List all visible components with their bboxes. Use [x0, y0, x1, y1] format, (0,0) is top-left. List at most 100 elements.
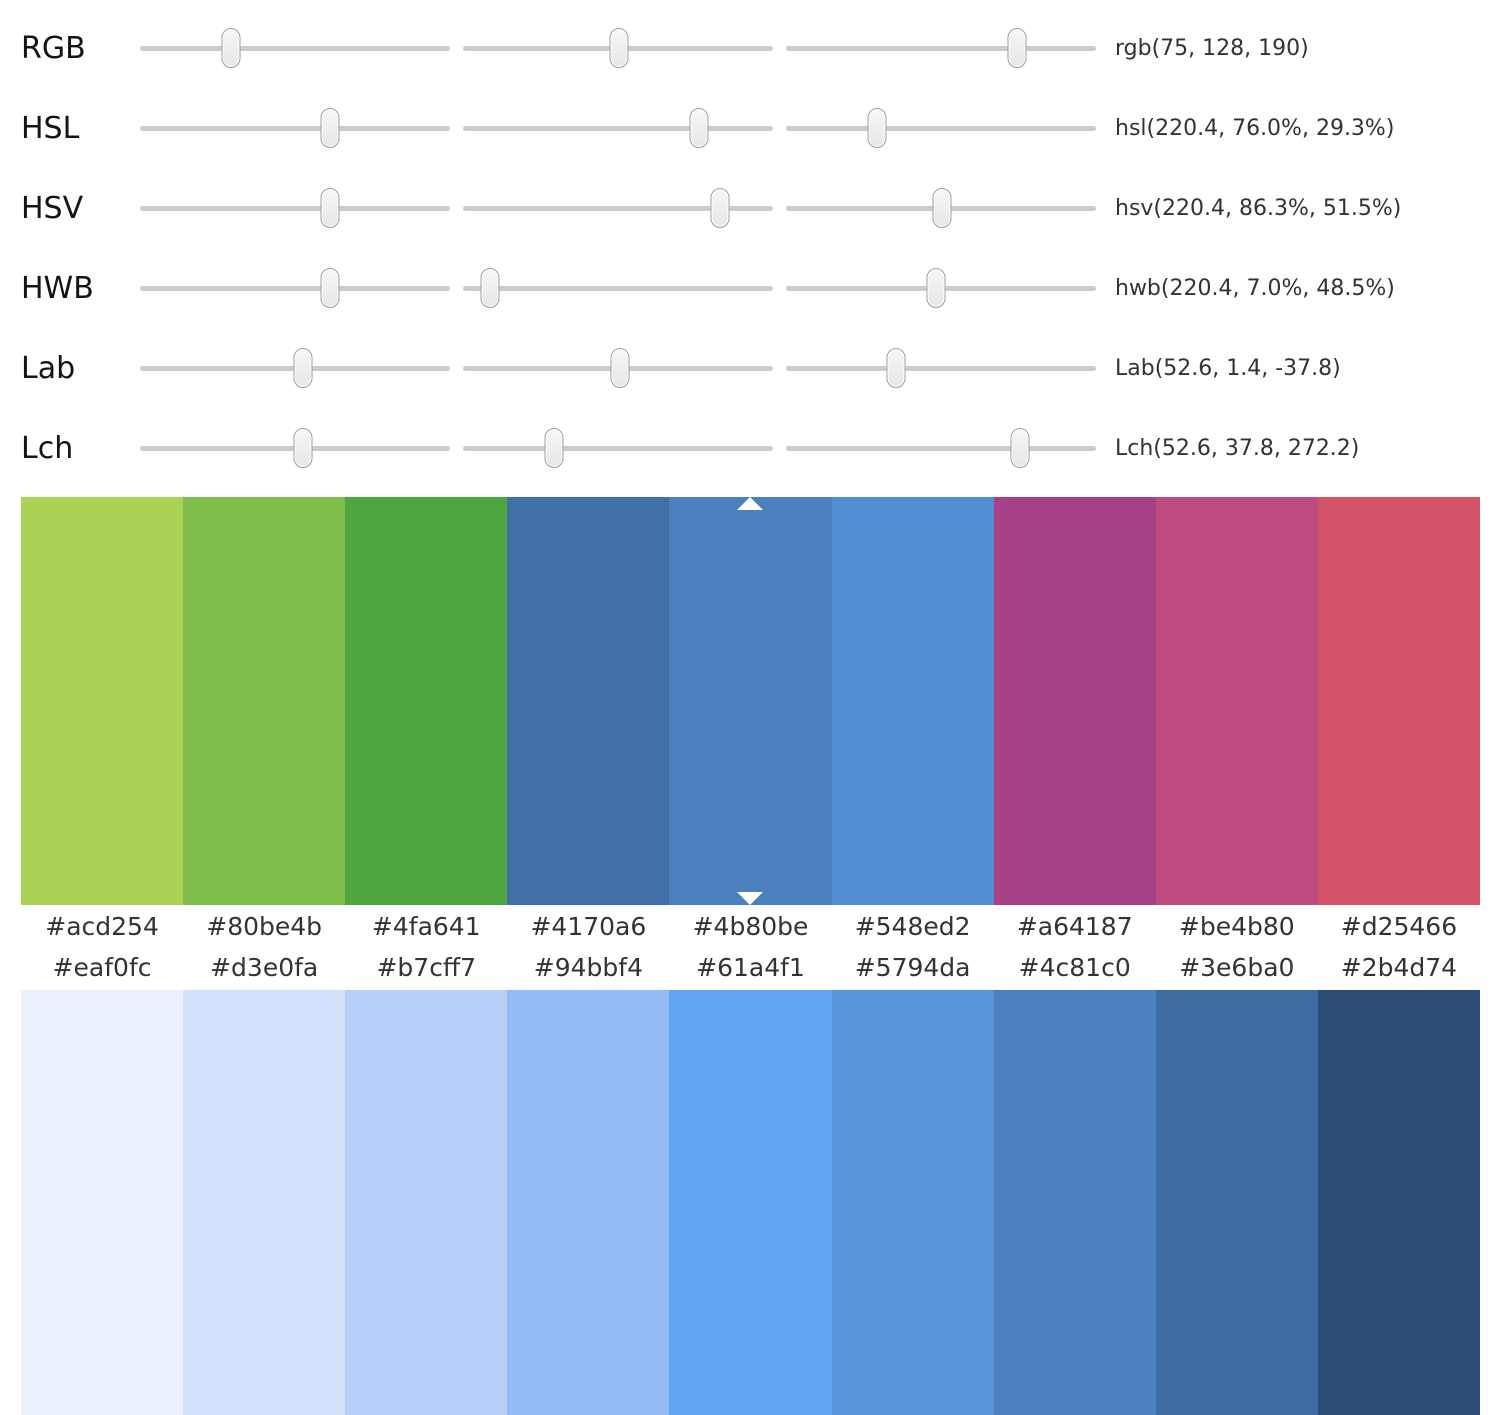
- slider-thumb[interactable]: [1007, 28, 1027, 68]
- slider-track[interactable]: [463, 28, 773, 68]
- slider-track[interactable]: [140, 428, 450, 468]
- hue-swatch[interactable]: [993, 497, 1156, 905]
- swatch-hex-label: #acd254: [45, 912, 159, 941]
- slider-tracks: [140, 188, 1096, 228]
- slider-thumb[interactable]: [609, 28, 629, 68]
- hue-swatch[interactable]: [507, 497, 670, 905]
- slider-track[interactable]: [786, 268, 1096, 308]
- slider-track[interactable]: [786, 428, 1096, 468]
- slider-thumb[interactable]: [610, 348, 630, 388]
- slider-thumb[interactable]: [544, 428, 564, 468]
- slider-track[interactable]: [463, 268, 773, 308]
- swatch-hex-label: #a64187: [1016, 912, 1133, 941]
- slider-row-hsl: HSL hsl(220.4, 76.0%, 29.3%): [0, 88, 1501, 168]
- swatch-hex-label: #eaf0fc: [52, 953, 152, 982]
- slider-tracks: [140, 268, 1096, 308]
- slider-track[interactable]: [140, 108, 450, 148]
- slider-thumb[interactable]: [689, 108, 709, 148]
- slider-track[interactable]: [786, 348, 1096, 388]
- slider-panel: RGB rgb(75, 128, 190) HSL hsl(220.4, 76.…: [0, 0, 1501, 488]
- shade-swatch[interactable]: [345, 990, 508, 1415]
- slider-track[interactable]: [463, 348, 773, 388]
- hue-hex-labels: #acd254 #80be4b #4fa641 #4170a6 #4b80be …: [21, 905, 1480, 947]
- shade-swatch[interactable]: [1317, 990, 1480, 1415]
- slider-thumb[interactable]: [886, 348, 906, 388]
- color-value-rgb: rgb(75, 128, 190): [1115, 35, 1309, 61]
- slider-tracks: [140, 348, 1096, 388]
- slider-tracks: [140, 28, 1096, 68]
- slider-row-rgb: RGB rgb(75, 128, 190): [0, 8, 1501, 88]
- slider-track[interactable]: [786, 188, 1096, 228]
- color-value-hsv: hsv(220.4, 86.3%, 51.5%): [1115, 195, 1402, 221]
- color-value-hwb: hwb(220.4, 7.0%, 48.5%): [1115, 275, 1395, 301]
- swatch-hex-label: #d25466: [1340, 912, 1458, 941]
- swatch-hex-label: #4b80be: [692, 912, 809, 941]
- swatch-hex-label: #be4b80: [1178, 912, 1295, 941]
- shade-swatch[interactable]: [669, 990, 832, 1415]
- shade-swatch[interactable]: [993, 990, 1156, 1415]
- slider-track[interactable]: [140, 268, 450, 308]
- selected-marker-bottom: [737, 892, 764, 905]
- slider-row-hwb: HWB hwb(220.4, 7.0%, 48.5%): [0, 248, 1501, 328]
- hue-swatch[interactable]: [1317, 497, 1480, 905]
- hue-swatch[interactable]: [669, 497, 832, 905]
- swatch-hex-label: #548ed2: [854, 912, 971, 941]
- slider-thumb[interactable]: [710, 188, 730, 228]
- slider-track[interactable]: [140, 348, 450, 388]
- slider-thumb[interactable]: [320, 268, 340, 308]
- swatch-hex-label: #94bbf4: [533, 953, 643, 982]
- shade-palette: [21, 990, 1480, 1415]
- slider-thumb[interactable]: [320, 108, 340, 148]
- slider-row-lch: Lch Lch(52.6, 37.8, 272.2): [0, 408, 1501, 488]
- row-label-lab: Lab: [21, 350, 76, 386]
- swatch-hex-label: #5794da: [854, 953, 971, 982]
- hue-swatch[interactable]: [21, 497, 184, 905]
- slider-track[interactable]: [140, 188, 450, 228]
- slider-thumb[interactable]: [293, 348, 313, 388]
- row-label-hsl: HSL: [21, 110, 80, 146]
- swatch-hex-label: #4170a6: [530, 912, 647, 941]
- slider-row-hsv: HSV hsv(220.4, 86.3%, 51.5%): [0, 168, 1501, 248]
- row-label-hsv: HSV: [21, 190, 84, 226]
- row-label-hwb: HWB: [21, 270, 94, 306]
- slider-thumb[interactable]: [1010, 428, 1030, 468]
- hue-swatch[interactable]: [345, 497, 508, 905]
- swatch-hex-label: #4fa641: [371, 912, 481, 941]
- hue-swatch[interactable]: [831, 497, 994, 905]
- shade-hex-labels: #eaf0fc #d3e0fa #b7cff7 #94bbf4 #61a4f1 …: [21, 947, 1480, 990]
- slider-thumb[interactable]: [320, 188, 340, 228]
- slider-track[interactable]: [463, 108, 773, 148]
- slider-track[interactable]: [463, 428, 773, 468]
- shade-swatch[interactable]: [21, 990, 184, 1415]
- slider-row-lab: Lab Lab(52.6, 1.4, -37.8): [0, 328, 1501, 408]
- slider-tracks: [140, 108, 1096, 148]
- row-label-rgb: RGB: [21, 30, 86, 66]
- slider-thumb[interactable]: [480, 268, 500, 308]
- shade-swatch[interactable]: [183, 990, 346, 1415]
- swatch-hex-label: #2b4d74: [1340, 953, 1458, 982]
- slider-track[interactable]: [786, 108, 1096, 148]
- color-value-lch: Lch(52.6, 37.8, 272.2): [1115, 435, 1360, 461]
- hue-swatch[interactable]: [183, 497, 346, 905]
- slider-track[interactable]: [786, 28, 1096, 68]
- slider-thumb[interactable]: [867, 108, 887, 148]
- swatch-hex-label: #3e6ba0: [1179, 953, 1295, 982]
- slider-track[interactable]: [463, 188, 773, 228]
- swatch-hex-label: #4c81c0: [1018, 953, 1131, 982]
- hue-swatch[interactable]: [1155, 497, 1318, 905]
- swatch-hex-label: #b7cff7: [376, 953, 477, 982]
- slider-thumb[interactable]: [926, 268, 946, 308]
- slider-thumb[interactable]: [932, 188, 952, 228]
- slider-tracks: [140, 428, 1096, 468]
- slider-thumb[interactable]: [221, 28, 241, 68]
- shade-swatch[interactable]: [1155, 990, 1318, 1415]
- shade-swatch[interactable]: [831, 990, 994, 1415]
- shade-swatch[interactable]: [507, 990, 670, 1415]
- swatch-hex-label: #d3e0fa: [210, 953, 319, 982]
- slider-thumb[interactable]: [293, 428, 313, 468]
- color-value-lab: Lab(52.6, 1.4, -37.8): [1115, 355, 1341, 381]
- selected-marker-top: [737, 497, 764, 510]
- color-value-hsl: hsl(220.4, 76.0%, 29.3%): [1115, 115, 1395, 141]
- slider-track[interactable]: [140, 28, 450, 68]
- swatch-hex-label: #80be4b: [206, 912, 323, 941]
